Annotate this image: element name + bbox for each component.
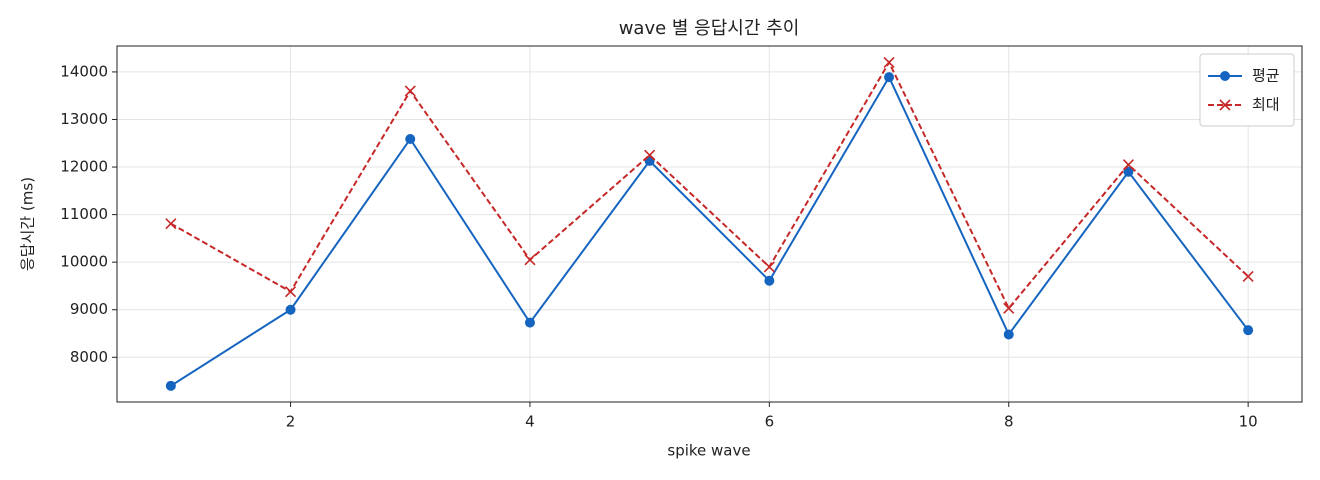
legend-label: 평균 <box>1252 67 1280 85</box>
x-axis-label: spike wave <box>667 442 750 460</box>
point <box>1123 166 1134 177</box>
point <box>764 275 775 286</box>
point <box>284 286 297 298</box>
point <box>763 261 775 273</box>
point <box>524 254 536 266</box>
point <box>405 133 416 144</box>
legend-marker <box>1219 99 1231 111</box>
y-axis-label: 응답시간 (ms) <box>19 177 37 271</box>
y-tick-label: 11000 <box>60 205 108 223</box>
legend-box <box>1199 53 1295 127</box>
point <box>285 304 296 315</box>
x-tick-label: 10 <box>1239 413 1258 431</box>
legend-marker <box>1220 71 1230 81</box>
point <box>1242 270 1254 283</box>
y-tick-label: 8000 <box>70 348 108 366</box>
point <box>644 149 656 161</box>
point <box>1243 325 1254 336</box>
series-line <box>170 60 1249 311</box>
point <box>883 56 895 68</box>
point <box>884 72 895 83</box>
y-tick-label: 14000 <box>60 62 108 80</box>
legend-label: 최대 <box>1252 96 1280 114</box>
chart-title: wave 별 응답시간 추이 <box>619 18 800 39</box>
point <box>1003 302 1015 314</box>
x-tick-label: 8 <box>1004 413 1014 431</box>
point <box>1122 159 1135 171</box>
y-tick-label: 9000 <box>70 300 108 318</box>
point <box>165 218 177 230</box>
x-tick-label: 4 <box>525 413 535 431</box>
y-tick-label: 10000 <box>60 253 108 271</box>
point <box>165 380 176 391</box>
plot-frame <box>116 45 1303 403</box>
y-tick-label: 13000 <box>60 110 108 128</box>
point <box>1003 329 1014 340</box>
series-line <box>170 75 1249 387</box>
x-tick-label: 2 <box>286 413 296 431</box>
y-tick-label: 12000 <box>60 158 108 176</box>
point <box>524 317 535 328</box>
x-tick-label: 6 <box>765 413 775 431</box>
point <box>404 85 416 97</box>
